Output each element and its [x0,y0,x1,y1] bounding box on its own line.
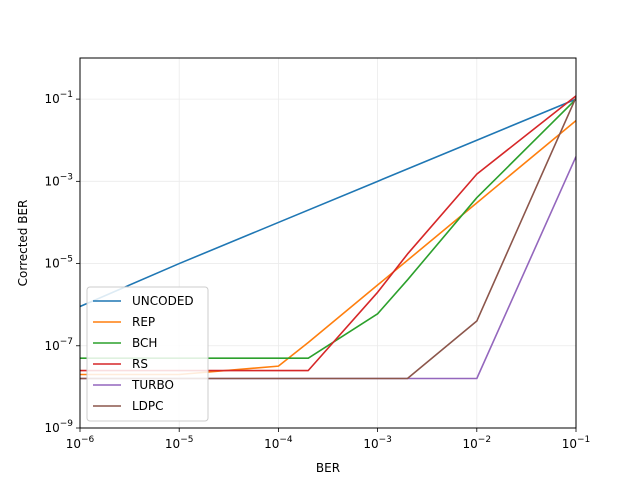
x-tick-label: 10−1 [562,435,591,451]
legend-box [86,286,209,422]
plot-frame [79,57,577,429]
legend: UNCODED REP BCH RS TURBO LDPC [86,286,209,422]
y-tick-label: 10−9 [44,419,73,435]
x-tick-label: 10−3 [363,435,392,451]
y-tick-label: 10−7 [44,337,73,353]
series-line-bch [80,98,576,359]
series-line-uncoded [80,98,576,308]
x-tick-label: 10−4 [264,435,293,451]
legend-label-bch: BCH [132,336,157,350]
y-tick-label: 10−1 [44,90,73,106]
legend-label-rep: REP [132,315,155,329]
legend-label-ldpc: LDPC [132,399,164,413]
y-axis-label: Corrected BER [16,200,30,287]
series-line-rs [80,95,576,372]
x-tick-label: 10−5 [165,435,194,451]
legend-label-rs: RS [132,357,148,371]
tick-layer: 10−6 10−5 10−4 10−3 10−2 10−1 10−9 10−7 10−5 10−3… [44,90,590,451]
legend-label-turbo: TURBO [131,378,174,392]
legend-label-uncoded: UNCODED [132,294,194,308]
x-tick-label: 10−2 [463,435,492,451]
series-line-ldpc [80,97,576,380]
y-tick-label: 10−3 [44,172,73,188]
x-axis-label: BER [316,461,340,475]
x-tick-label: 10−6 [66,435,95,451]
y-tick-label: 10−5 [44,255,73,271]
